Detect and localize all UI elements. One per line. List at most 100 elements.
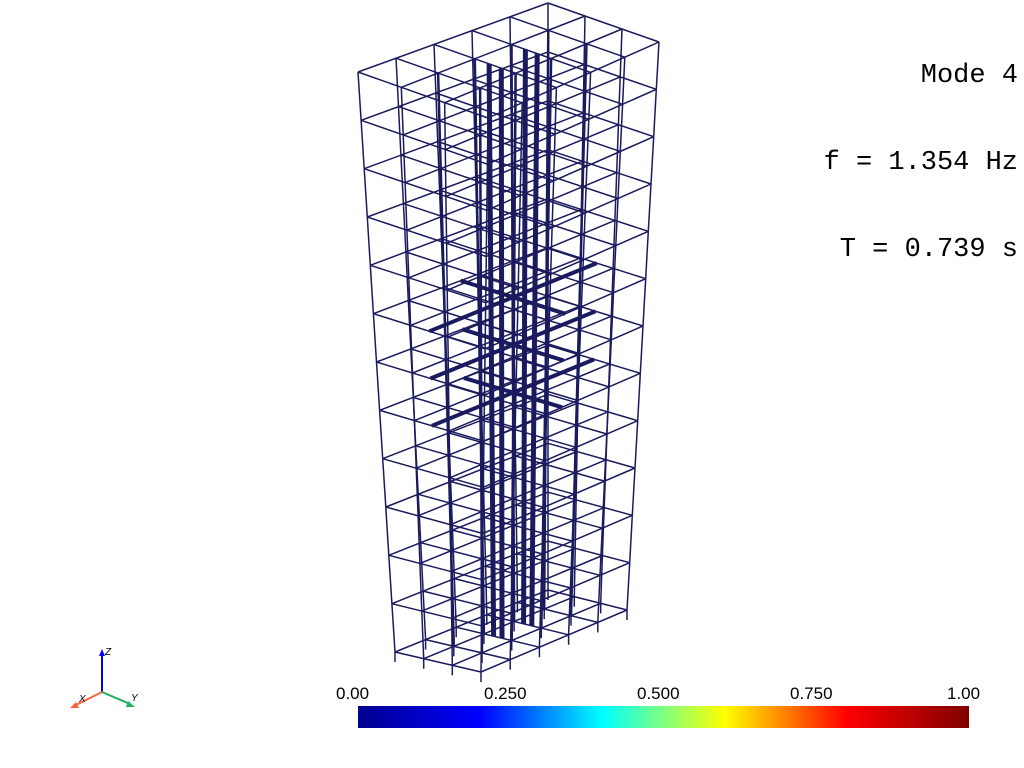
column (584, 166, 588, 214)
column (576, 329, 581, 378)
column (480, 579, 483, 626)
column (397, 106, 402, 156)
column (544, 295, 549, 344)
column (417, 515, 421, 564)
column (443, 102, 447, 150)
floor-beam (547, 100, 654, 138)
column (582, 91, 587, 140)
column (408, 277, 412, 326)
column (366, 216, 372, 266)
column (440, 216, 445, 265)
column (415, 468, 419, 516)
floor-beam (357, 2, 549, 73)
column (608, 339, 613, 387)
column (480, 625, 483, 673)
floor-beam (485, 565, 571, 589)
column (483, 517, 487, 567)
column (577, 353, 581, 401)
column (583, 43, 588, 92)
floor-beam (472, 78, 590, 121)
floor-beam (480, 609, 628, 673)
column (515, 504, 518, 554)
floor-beam (481, 419, 577, 449)
column (610, 292, 615, 340)
floor-beam (481, 514, 633, 581)
column (447, 383, 450, 431)
column (433, 44, 437, 94)
column (578, 306, 583, 354)
column (422, 591, 427, 640)
floor-beam (547, 491, 633, 517)
column (475, 154, 479, 203)
column (444, 149, 447, 197)
column (375, 361, 381, 411)
column (586, 119, 590, 167)
column (449, 481, 454, 531)
column (419, 563, 423, 612)
floor-beam (547, 589, 628, 611)
period-label: T = 0.739 s (839, 235, 1018, 265)
column (551, 180, 555, 228)
column (409, 325, 414, 374)
column (402, 134, 406, 183)
column (451, 530, 456, 579)
floor-beam (511, 162, 619, 200)
column (647, 183, 652, 232)
column (581, 139, 586, 187)
floor-beam (509, 16, 626, 58)
column (520, 102, 523, 150)
column (615, 124, 620, 173)
floor-beam (512, 211, 617, 247)
column (582, 212, 586, 260)
floor-beam (379, 344, 549, 411)
y-axis-head (126, 701, 135, 707)
column (621, 57, 626, 105)
column (538, 600, 542, 648)
floor-beam (418, 493, 514, 522)
floor-beam (482, 468, 575, 495)
column (438, 190, 443, 239)
floor-beam (475, 175, 586, 214)
colorbar-tick-0: 0.00 (336, 684, 370, 703)
core-column (486, 63, 497, 637)
column (435, 92, 439, 142)
column (438, 120, 442, 169)
column (510, 566, 513, 614)
column (475, 202, 480, 251)
column (451, 598, 456, 647)
column (476, 250, 480, 299)
column (545, 248, 550, 296)
floor-beam (547, 295, 644, 327)
z-axis-label: Z (104, 647, 112, 658)
floor-beam (448, 432, 546, 462)
column (599, 528, 604, 576)
column (446, 290, 449, 338)
floor-beam (454, 577, 541, 602)
column (482, 441, 485, 488)
column (544, 413, 548, 461)
floor-beam (385, 506, 483, 535)
column (474, 106, 478, 155)
y-axis-label: Y (131, 693, 139, 704)
column (574, 499, 577, 549)
column (419, 542, 424, 592)
column (610, 268, 614, 317)
floor-beam (370, 197, 549, 267)
floor-beam (402, 63, 585, 136)
column (482, 487, 485, 534)
column (603, 433, 608, 482)
floor-beam (487, 41, 660, 119)
column (626, 562, 631, 611)
column (411, 372, 416, 421)
column (481, 585, 486, 634)
floor-beam (376, 295, 549, 363)
column (407, 300, 412, 349)
column (569, 568, 574, 616)
column (631, 467, 636, 516)
column (453, 578, 457, 628)
column (481, 533, 484, 580)
column (549, 227, 553, 275)
column (578, 234, 583, 283)
floor-beam (452, 529, 543, 555)
